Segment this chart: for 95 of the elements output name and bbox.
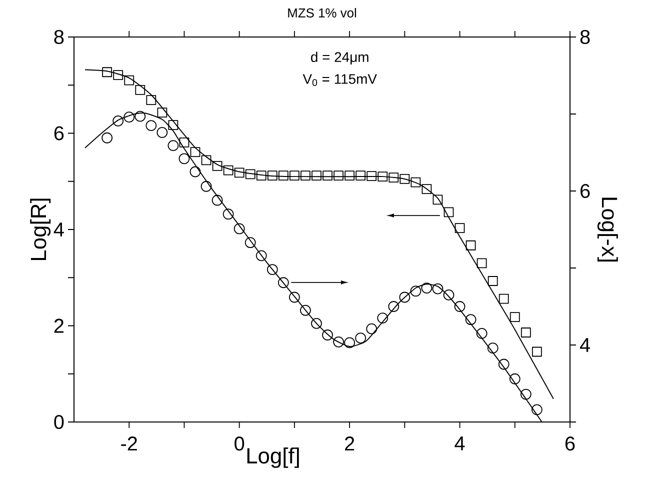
point <box>488 276 498 286</box>
point <box>244 237 256 248</box>
point <box>377 312 388 324</box>
point <box>102 132 113 144</box>
point <box>200 180 212 192</box>
point <box>444 207 454 218</box>
x-tick-label: -2 <box>121 436 137 450</box>
point <box>378 172 388 182</box>
point <box>520 388 532 400</box>
point <box>234 223 245 234</box>
point <box>256 250 267 262</box>
point <box>300 304 311 316</box>
point <box>399 292 410 303</box>
point <box>410 286 422 297</box>
point <box>498 294 509 304</box>
point <box>454 301 466 312</box>
point <box>157 108 168 118</box>
point <box>432 283 444 294</box>
point <box>256 170 266 181</box>
point <box>245 169 256 180</box>
point <box>476 328 488 339</box>
point <box>212 161 222 171</box>
point <box>135 84 146 95</box>
point <box>366 323 378 334</box>
point <box>102 67 112 78</box>
point <box>156 127 168 138</box>
point <box>454 223 465 234</box>
point <box>146 95 156 105</box>
x-tick-label: 6 <box>565 436 575 451</box>
point <box>443 290 454 300</box>
annotation: V$_{0}$ = 115mV <box>302 74 377 86</box>
point <box>520 328 531 338</box>
annotation: d = 24μm <box>311 52 368 65</box>
x-axis-title: Log[f] <box>247 447 299 468</box>
chart-title: MZS 1% vol <box>288 8 356 18</box>
point <box>532 346 542 357</box>
point <box>124 112 135 123</box>
point <box>422 184 432 194</box>
x-tick-label: 2 <box>345 436 354 450</box>
point <box>234 168 244 178</box>
point <box>190 166 201 178</box>
point <box>344 170 355 181</box>
y-tick-label: 8 <box>54 30 64 44</box>
point <box>146 120 157 131</box>
y-tick-label: 0 <box>54 414 64 430</box>
point <box>466 240 476 250</box>
y-tick-label: 4 <box>54 222 64 236</box>
y2-tick-label: 8 <box>580 30 590 44</box>
point <box>388 301 400 312</box>
point <box>366 171 377 182</box>
y2-tick-label: 6 <box>580 184 590 198</box>
point <box>476 258 487 268</box>
point <box>421 282 432 294</box>
point <box>312 170 322 181</box>
point <box>322 330 333 340</box>
x-tick-label: 4 <box>454 436 465 450</box>
y-axis-title: Log[R] <box>30 198 51 260</box>
point <box>531 404 542 416</box>
point <box>509 373 520 384</box>
point <box>410 177 421 188</box>
point <box>201 155 212 166</box>
point <box>222 208 234 220</box>
x-tick-label: 0 <box>234 436 244 451</box>
point <box>334 170 344 181</box>
point <box>212 194 223 206</box>
y2-axis-title: Log[-x] <box>597 198 618 262</box>
point <box>487 342 498 354</box>
y2-tick-label: 4 <box>580 338 590 352</box>
point <box>498 358 510 370</box>
point <box>400 174 410 184</box>
point <box>388 172 399 182</box>
point <box>333 336 344 348</box>
point <box>311 318 322 329</box>
point <box>289 292 300 303</box>
point <box>124 75 134 86</box>
point <box>267 170 278 181</box>
point <box>112 115 124 126</box>
y-tick-label: 2 <box>54 318 64 333</box>
point <box>223 165 234 176</box>
point <box>356 170 366 181</box>
point <box>289 170 300 181</box>
point <box>278 170 288 181</box>
point <box>300 170 310 181</box>
y-tick-label: 6 <box>54 126 64 140</box>
point <box>355 332 366 344</box>
point <box>266 264 278 275</box>
point <box>510 312 520 322</box>
point <box>344 337 356 348</box>
point <box>168 120 178 130</box>
point <box>465 314 476 326</box>
point <box>322 170 332 181</box>
line-series <box>84 69 554 400</box>
point <box>432 194 443 205</box>
point <box>134 110 146 122</box>
point <box>113 70 124 80</box>
